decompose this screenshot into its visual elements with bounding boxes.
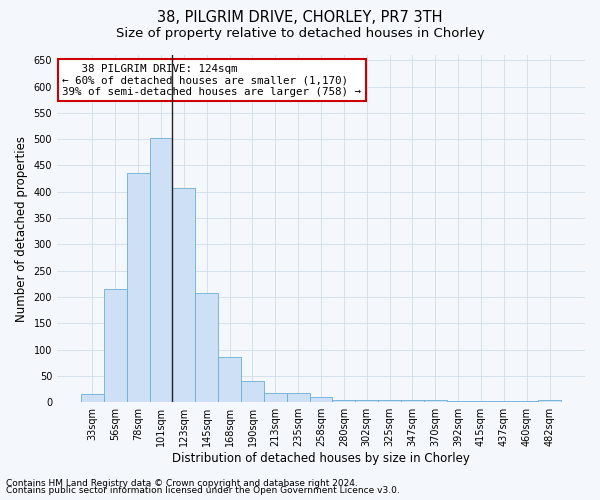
Bar	[515, 400, 538, 402]
Text: Size of property relative to detached houses in Chorley: Size of property relative to detached ho…	[116, 28, 484, 40]
Bar	[401, 400, 424, 402]
Bar	[287, 392, 310, 402]
Text: 38, PILGRIM DRIVE, CHORLEY, PR7 3TH: 38, PILGRIM DRIVE, CHORLEY, PR7 3TH	[157, 10, 443, 25]
Bar	[355, 400, 378, 402]
Bar	[196, 294, 218, 402]
Bar	[241, 381, 264, 402]
Bar	[447, 400, 470, 402]
Bar	[493, 400, 515, 402]
Text: Contains HM Land Registry data © Crown copyright and database right 2024.: Contains HM Land Registry data © Crown c…	[6, 478, 358, 488]
Bar	[310, 397, 332, 402]
X-axis label: Distribution of detached houses by size in Chorley: Distribution of detached houses by size …	[172, 452, 470, 465]
Bar	[104, 289, 127, 402]
Bar	[378, 400, 401, 402]
Bar	[538, 400, 561, 402]
Bar	[424, 400, 447, 402]
Text: Contains public sector information licensed under the Open Government Licence v3: Contains public sector information licen…	[6, 486, 400, 495]
Bar	[172, 188, 196, 402]
Bar	[264, 392, 287, 402]
Y-axis label: Number of detached properties: Number of detached properties	[15, 136, 28, 322]
Bar	[332, 400, 355, 402]
Text: 38 PILGRIM DRIVE: 124sqm
← 60% of detached houses are smaller (1,170)
39% of sem: 38 PILGRIM DRIVE: 124sqm ← 60% of detach…	[62, 64, 361, 97]
Bar	[470, 400, 493, 402]
Bar	[149, 138, 172, 402]
Bar	[127, 174, 149, 402]
Bar	[81, 394, 104, 402]
Bar	[218, 358, 241, 402]
